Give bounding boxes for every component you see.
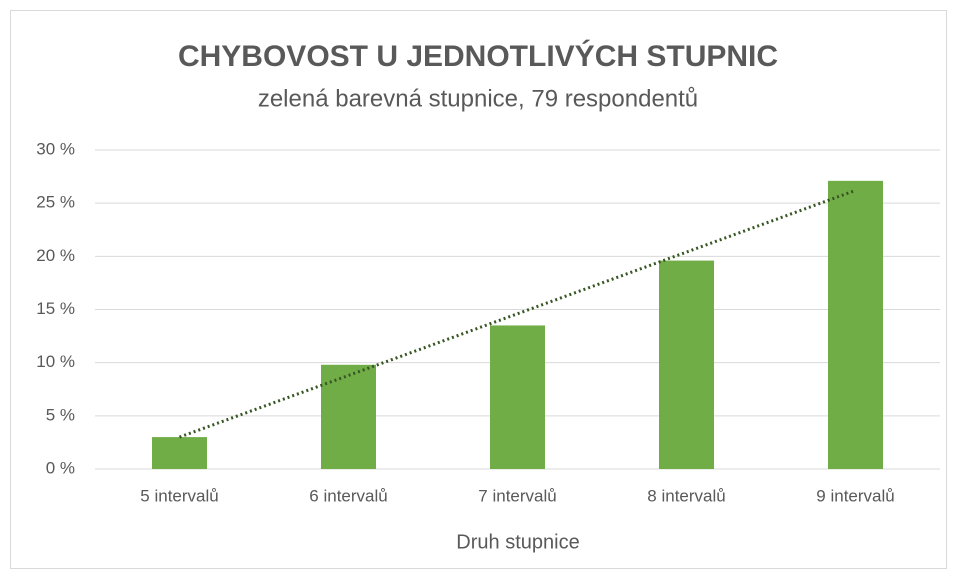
y-tick-label: 25 % <box>36 193 75 212</box>
y-tick-label: 0 % <box>46 458 75 477</box>
bar <box>321 364 376 469</box>
chart-title: CHYBOVOST U JEDNOTLIVÝCH STUPNIC <box>178 39 778 73</box>
y-tick-label: 10 % <box>36 352 75 371</box>
chart-subtitle: zelená barevná stupnice, 79 respondentů <box>258 85 698 112</box>
chart-border <box>10 10 947 569</box>
y-tick-label: 5 % <box>46 405 75 424</box>
y-tick-label: 15 % <box>36 299 75 318</box>
x-tick-label: 7 intervalů <box>478 486 556 505</box>
x-tick-label: 9 intervalů <box>816 486 894 505</box>
y-tick-label: 30 % <box>36 139 75 158</box>
y-tick-label: 20 % <box>36 246 75 265</box>
bar <box>152 437 207 469</box>
bar <box>828 180 883 469</box>
x-tick-label: 6 intervalů <box>309 486 387 505</box>
bar <box>659 260 714 469</box>
x-tick-label: 5 intervalů <box>140 486 218 505</box>
x-axis-title: Druh stupnice <box>456 531 579 553</box>
x-tick-label: 8 intervalů <box>647 486 725 505</box>
bar <box>490 325 545 469</box>
